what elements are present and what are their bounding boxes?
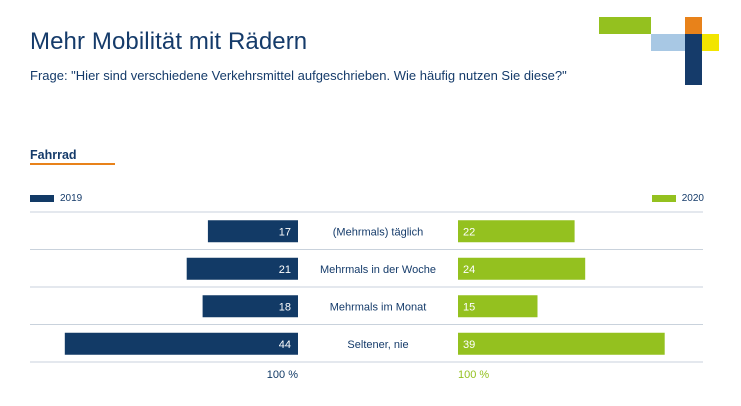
bar-value-2019: 18 <box>279 301 291 313</box>
bar-value-2020: 39 <box>463 339 475 351</box>
legend-label-2020: 2020 <box>681 193 704 204</box>
category-label: Mehrmals in der Woche <box>320 264 436 276</box>
legend-swatch-2019 <box>30 195 54 202</box>
bar-value-2019: 17 <box>279 226 291 238</box>
bar-value-2020: 24 <box>463 264 475 276</box>
bar-2020 <box>458 295 538 318</box>
category-label: (Mehrmals) täglich <box>333 226 423 238</box>
total-label-2020: 100 % <box>458 369 489 381</box>
bar-2019 <box>202 295 298 318</box>
bar-value-2019: 44 <box>279 339 291 351</box>
bar-value-2020: 15 <box>463 301 475 313</box>
bar-2019 <box>207 220 298 243</box>
bar-2019 <box>64 332 298 355</box>
legend-label-2019: 2019 <box>60 193 83 204</box>
bar-2020 <box>458 257 586 280</box>
bar-value-2020: 22 <box>463 226 475 238</box>
section-label: Fahrrad <box>30 148 77 162</box>
category-label: Mehrmals im Monat <box>330 301 427 313</box>
total-label-2019: 100 % <box>267 369 298 381</box>
legend-swatch-2020 <box>651 195 676 202</box>
page-title: Mehr Mobilität mit Rädern <box>30 28 308 55</box>
legend-2019: 2019 <box>30 193 82 204</box>
legend-2020: 2020 <box>651 193 704 204</box>
bar-2020 <box>458 220 575 243</box>
bar-value-2019: 21 <box>279 264 291 276</box>
bar-2020 <box>458 332 665 355</box>
bar-2019 <box>186 257 298 280</box>
section-underline <box>30 163 115 165</box>
category-label: Seltener, nie <box>347 339 408 351</box>
page-subtitle: Frage: "Hier sind verschiedene Verkehrsm… <box>30 68 567 83</box>
